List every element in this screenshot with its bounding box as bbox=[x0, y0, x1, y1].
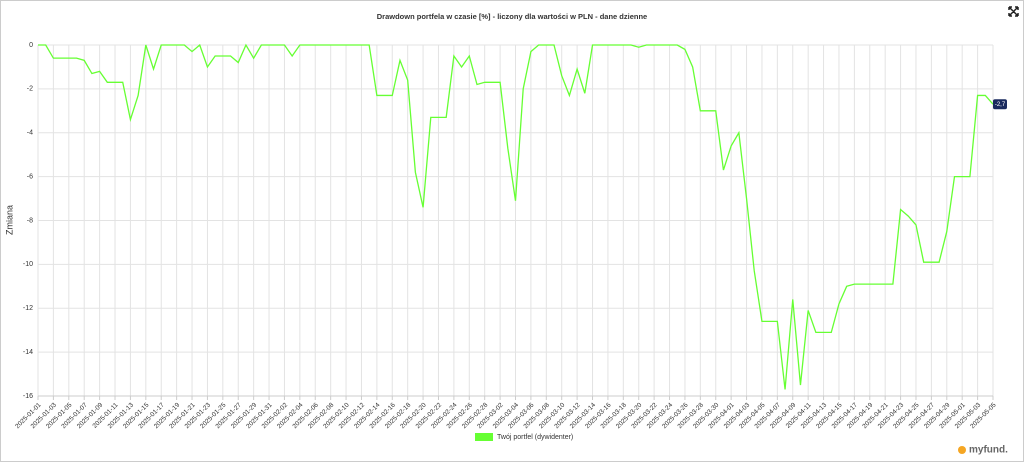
y-tick-label: -12 bbox=[23, 305, 33, 312]
y-tick-label: -10 bbox=[23, 261, 33, 268]
y-tick-label: -8 bbox=[27, 217, 33, 224]
expand-icon[interactable] bbox=[1008, 6, 1019, 17]
y-tick-label: -16 bbox=[23, 393, 33, 400]
y-tick-label: -4 bbox=[27, 130, 33, 137]
y-tick-label: -6 bbox=[27, 173, 33, 180]
value-label: -2,7 bbox=[995, 102, 1006, 108]
brand-name: myfund. bbox=[969, 445, 1008, 456]
chart-title: Drawdown portfela w czasie [%] - liczony… bbox=[377, 12, 647, 21]
legend-swatch bbox=[475, 433, 493, 441]
y-tick-label: 0 bbox=[29, 42, 33, 49]
value-label-bg bbox=[993, 99, 1007, 110]
data-line bbox=[38, 43, 994, 390]
brand-logo bbox=[958, 446, 966, 454]
legend-label: Twój portfel (dywidenter) bbox=[497, 434, 573, 441]
y-axis-label: Zmiana bbox=[4, 205, 14, 235]
y-tick-label: -2 bbox=[27, 86, 33, 93]
y-tick-label: -14 bbox=[23, 349, 33, 356]
